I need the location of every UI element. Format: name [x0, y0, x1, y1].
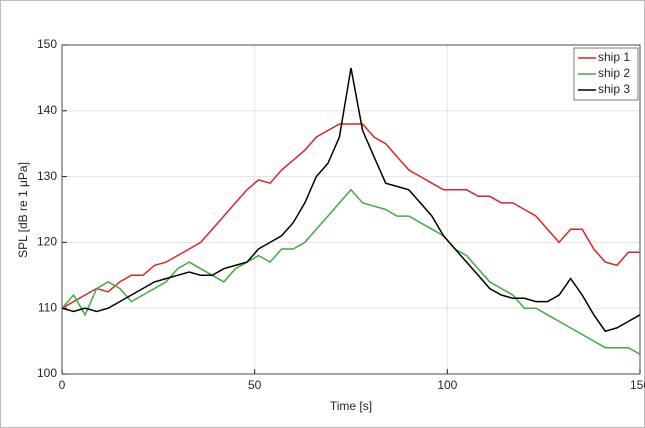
legend-label: ship 1 — [598, 50, 630, 64]
y-tick-label: 150 — [37, 37, 57, 51]
x-tick-label: 0 — [59, 378, 66, 392]
y-tick-label: 140 — [37, 103, 57, 117]
plot-box — [61, 44, 641, 375]
x-tick-label: 50 — [248, 378, 262, 392]
legend-label: ship 3 — [598, 82, 630, 96]
x-axis-label: Time [s] — [330, 399, 372, 413]
y-tick-label: 100 — [37, 366, 57, 380]
y-tick-label: 130 — [37, 169, 57, 183]
x-tick-label: 150 — [630, 378, 645, 392]
y-tick-label: 110 — [38, 300, 57, 314]
y-tick-label: 120 — [37, 235, 57, 249]
y-axis-label: SPL [dB re 1 μPa] — [16, 162, 30, 258]
legend-label: ship 2 — [598, 66, 630, 80]
series-line — [61, 67, 641, 333]
x-tick-label: 100 — [437, 378, 457, 392]
series-line — [61, 188, 641, 355]
series-line — [61, 123, 640, 309]
